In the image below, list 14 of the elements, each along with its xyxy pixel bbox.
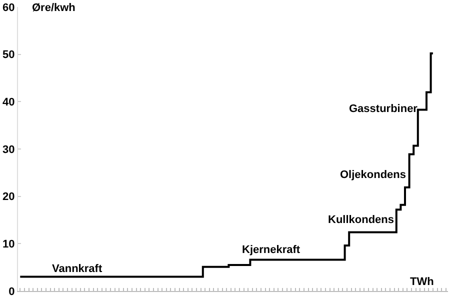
annotation: Kjernekraft [242, 244, 300, 256]
annotation: Oljekondens [340, 169, 406, 181]
y-tick-label: 0 [8, 286, 15, 298]
y-tick-label: 10 [2, 238, 15, 251]
y-tick-label: 60 [2, 2, 15, 14]
annotation: Gassturbiner [349, 103, 418, 115]
y-tick-label: 40 [2, 96, 15, 109]
y-axis-title: Øre/kwh [32, 2, 76, 14]
annotation: Kullkondens [328, 214, 394, 226]
y-tick-label: 20 [2, 191, 15, 204]
annotation: Vannkraft [52, 263, 102, 275]
y-tick-label: 30 [2, 144, 15, 156]
y-tick-label: 50 [2, 49, 15, 62]
x-axis-title: TWh [410, 276, 434, 288]
